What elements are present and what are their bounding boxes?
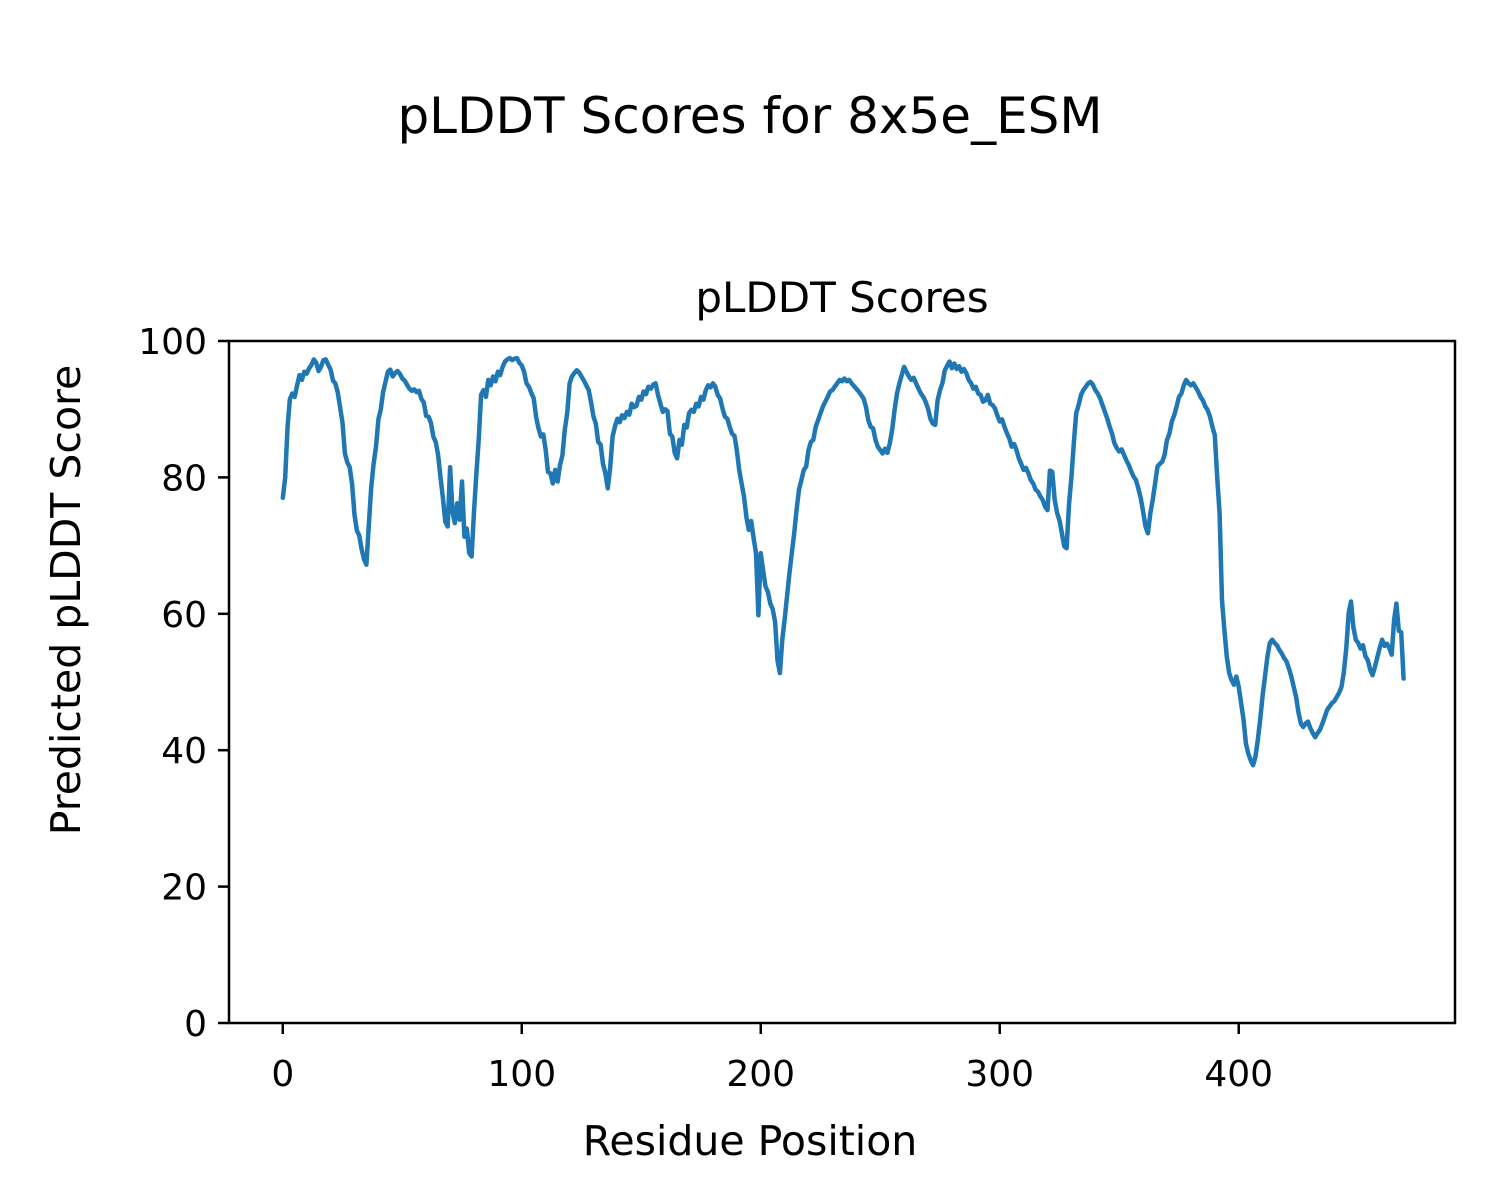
axes-spines — [227, 339, 1457, 1025]
x-tick-label: 400 — [1204, 1054, 1273, 1095]
y-tick-label: 60 — [161, 595, 207, 636]
y-tick-label: 0 — [184, 1004, 207, 1045]
y-tick-label: 20 — [161, 868, 207, 909]
pLDDT-line-series — [280, 355, 1406, 768]
x-axis-label: Residue Position — [583, 1117, 918, 1165]
x-axis-ticks: 0 100 200 300 400 — [271, 1023, 1273, 1095]
y-tick-label: 40 — [161, 731, 207, 772]
x-tick-label: 300 — [965, 1054, 1034, 1095]
x-tick-label: 0 — [271, 1054, 294, 1095]
x-tick-label: 200 — [726, 1054, 795, 1095]
figure-title: pLDDT Scores for 8x5e_ESM — [397, 87, 1102, 145]
y-tick-label: 100 — [138, 322, 207, 363]
y-tick-label: 80 — [161, 458, 207, 499]
y-axis-ticks: 0 20 40 60 80 100 — [138, 322, 229, 1045]
x-tick-label: 100 — [487, 1054, 556, 1095]
axes-title: pLDDT Scores — [695, 273, 988, 322]
y-axis-label: Predicted pLDDT Score — [42, 365, 90, 835]
